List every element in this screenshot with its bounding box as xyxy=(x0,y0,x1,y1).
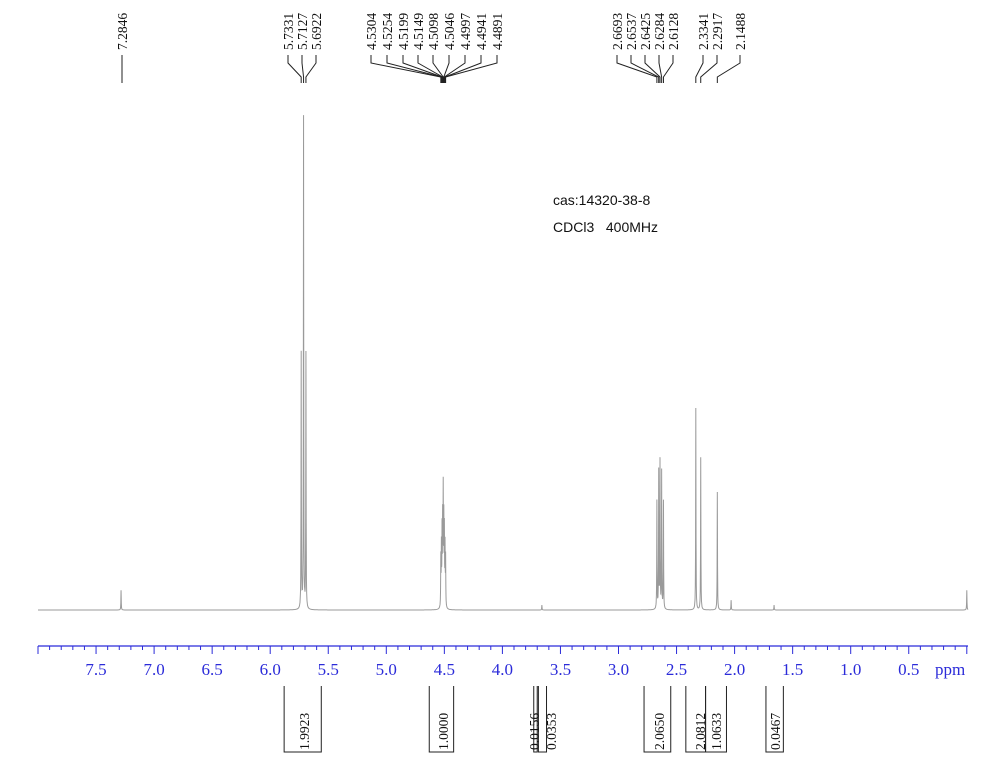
integral-value: 1.0000 xyxy=(436,713,451,750)
spectrum-layer xyxy=(38,115,969,611)
peak-label: 4.5046 xyxy=(442,13,457,50)
peak-label: 2.6284 xyxy=(652,13,667,50)
peak-label: 4.4997 xyxy=(458,13,473,50)
integral-bracket xyxy=(533,686,538,753)
peak-label: 2.1488 xyxy=(733,13,748,50)
peak-label-leader xyxy=(445,55,498,83)
x-tick-label: 0.5 xyxy=(898,660,919,679)
peak-label: 2.6128 xyxy=(666,13,681,50)
integral-bracket xyxy=(765,686,784,753)
x-tick-label: 7.5 xyxy=(85,660,106,679)
peak-label-leader xyxy=(386,55,442,83)
x-tick-label: 4.0 xyxy=(492,660,513,679)
peak-label-leader xyxy=(287,55,302,83)
peak-label-leader xyxy=(616,55,658,83)
x-tick-label: 7.0 xyxy=(143,660,164,679)
integral-value: 0.0467 xyxy=(768,713,783,750)
integral-value: 2.0650 xyxy=(652,713,667,750)
peak-label-leader xyxy=(432,55,444,83)
peak-label: 4.5254 xyxy=(380,13,395,50)
spectrum-trace xyxy=(38,115,969,611)
peak-label: 4.5199 xyxy=(396,13,411,50)
integral-bracket xyxy=(643,686,672,753)
x-tick-label: 6.5 xyxy=(202,660,223,679)
x-tick-label: 5.5 xyxy=(318,660,339,679)
peak-label-leader xyxy=(658,55,663,83)
peak-label: 4.5304 xyxy=(364,13,379,50)
peak-label-leader xyxy=(305,55,317,83)
x-tick-label: 1.0 xyxy=(840,660,861,679)
x-tick-label: 5.0 xyxy=(376,660,397,679)
integral-value: 0.0156 xyxy=(527,713,542,750)
x-tick-label: 3.5 xyxy=(550,660,571,679)
x-tick-label: 2.0 xyxy=(724,660,745,679)
peak-label: 2.6693 xyxy=(610,13,625,50)
integral-layer: 1.9923 1.0000 0.0156 0.0353 2.0650 2.0812 1.06… xyxy=(283,686,784,753)
peak-label: 5.7127 xyxy=(295,13,310,50)
peak-label: 2.6537 xyxy=(624,13,639,50)
peak-label-leader xyxy=(695,55,704,83)
integral-value: 1.0633 xyxy=(709,713,724,750)
peak-label: 7.2846 xyxy=(115,13,130,50)
integral-bracket xyxy=(537,686,548,753)
peak-label: 5.7331 xyxy=(281,13,296,50)
x-tick-label: 2.5 xyxy=(666,660,687,679)
peak-label: 5.6922 xyxy=(309,13,324,50)
peak-label-layer: 7.2846 5.7331 5.7127 5.6922 4.5304 4.5254 4.51… xyxy=(115,13,748,83)
peak-label-leader xyxy=(630,55,660,83)
peak-label-leader xyxy=(417,55,444,83)
peak-label: 4.4891 xyxy=(490,13,505,50)
peak-label: 2.3341 xyxy=(696,13,711,50)
peak-label-leader xyxy=(662,55,674,83)
x-tick-label: 1.5 xyxy=(782,660,803,679)
x-tick-label: 4.5 xyxy=(434,660,455,679)
peak-label: 4.5149 xyxy=(411,13,426,50)
peak-label-leader xyxy=(402,55,443,83)
integral-bracket xyxy=(283,686,322,753)
x-tick-label: 3.0 xyxy=(608,660,629,679)
x-axis-unit: ppm xyxy=(935,660,965,679)
peak-label-leader xyxy=(444,55,482,83)
peak-label: 2.6425 xyxy=(638,13,653,50)
integral-value: 2.0812 xyxy=(693,713,708,750)
peak-label: 2.2917 xyxy=(710,13,725,50)
integral-bracket xyxy=(705,686,727,753)
peak-label-leader xyxy=(370,55,442,83)
peak-label: 4.4941 xyxy=(474,13,489,50)
peak-label-leader xyxy=(700,55,718,83)
integral-bracket xyxy=(428,686,455,753)
peak-label-leader xyxy=(443,55,466,83)
peak-label-leader xyxy=(301,55,305,83)
peak-label-leader xyxy=(716,55,741,83)
integral-value: 0.0353 xyxy=(544,713,559,750)
peak-label-leader xyxy=(443,55,450,83)
peak-label-leader xyxy=(644,55,661,83)
x-tick-label: 6.0 xyxy=(260,660,281,679)
integral-value: 1.9923 xyxy=(297,713,312,750)
sample-annotation: cas:14320-38-8 xyxy=(553,192,651,208)
ppm-axis: 7.5 7.0 6.5 6.0 5.5 5.0 4.5 4.0 3.5 3.0 2.5 2.0 1.5 1… xyxy=(37,645,968,679)
solvent-annotation: CDCl3 400MHz xyxy=(553,219,659,235)
peak-label: 4.5098 xyxy=(426,13,441,50)
